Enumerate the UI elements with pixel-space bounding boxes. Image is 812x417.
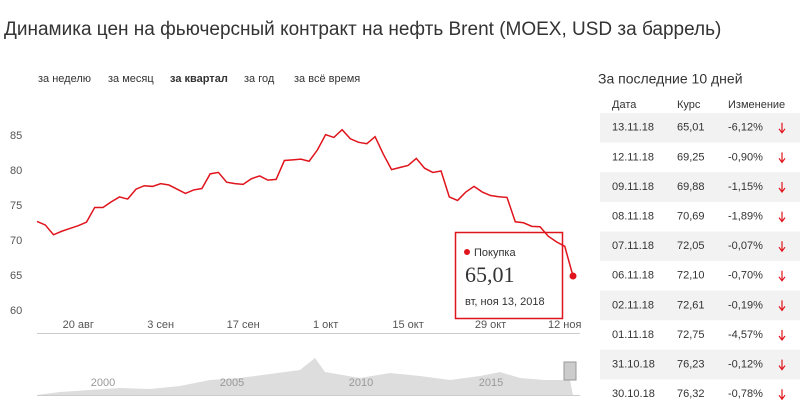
down-arrow — [778, 122, 786, 134]
table-cell: 72,75 — [677, 329, 705, 341]
table-cell: -4,57% — [728, 329, 763, 341]
table-cell: 30.10.18 — [612, 388, 655, 400]
down-arrow — [778, 241, 786, 253]
table-cell: 12.11.18 — [612, 151, 654, 163]
navigator-year: 2015 — [479, 377, 503, 389]
x-tick-label: 15 окт — [392, 319, 423, 331]
table-cell: -6,12% — [728, 122, 763, 134]
y-tick-label: 85 — [10, 130, 22, 142]
last-point — [569, 272, 577, 280]
navigator-year: 2000 — [91, 377, 115, 389]
x-tick-label: 17 сен — [227, 319, 260, 331]
table-header: Изменение — [728, 99, 785, 111]
x-tick-label: 29 окт — [475, 319, 506, 331]
table-cell: 72,61 — [677, 299, 705, 311]
table-cell: -0,19% — [728, 299, 763, 311]
down-arrow — [778, 359, 786, 371]
table-cell: 70,69 — [677, 211, 705, 223]
tooltip-value: 65,01 — [465, 262, 515, 287]
price-line — [36, 128, 574, 277]
tooltip-box — [454, 231, 564, 320]
down-arrow — [778, 270, 786, 282]
table-cell: 76,23 — [677, 359, 705, 371]
table-header: Курс — [677, 99, 701, 111]
y-tick-label: 60 — [10, 305, 22, 317]
table-cell: 69,25 — [677, 151, 705, 163]
row-bg — [600, 231, 800, 261]
table-cell: 08.11.18 — [612, 211, 654, 223]
x-tick-label: 12 ноя — [548, 319, 581, 331]
table-cell: 65,01 — [677, 122, 705, 134]
range-tab[interactable]: за квартал — [170, 73, 228, 85]
down-arrow — [778, 389, 786, 401]
table-cell: 76,32 — [677, 388, 705, 400]
x-tick-label: 20 авг — [63, 319, 94, 331]
table-cell: 09.11.18 — [612, 181, 654, 193]
table-cell: 31.10.18 — [612, 359, 655, 371]
table-cell: -1,89% — [728, 211, 763, 223]
tooltip-dot — [464, 249, 470, 255]
table-cell: 01.11.18 — [612, 329, 654, 341]
table-header: Дата — [612, 99, 637, 111]
range-tab[interactable]: за месяц — [108, 73, 154, 85]
table-cell: -0,07% — [728, 240, 763, 252]
x-tick-label: 3 сен — [147, 319, 174, 331]
table-cell: 72,05 — [677, 240, 705, 252]
down-arrow — [778, 182, 786, 193]
range-tab[interactable]: за неделю — [38, 73, 91, 85]
down-arrow — [778, 211, 786, 223]
navigator-year: 2005 — [220, 377, 244, 389]
down-arrow — [778, 300, 786, 312]
y-tick-label: 65 — [10, 270, 22, 282]
table-cell: -0,70% — [728, 270, 763, 282]
y-tick-label: 75 — [10, 200, 22, 212]
navigator-handle[interactable] — [563, 361, 577, 381]
table-cell: -0,78% — [728, 388, 763, 400]
page-title: Динамика цен на фьючерсный контракт на н… — [4, 19, 721, 40]
row-bg — [600, 290, 800, 321]
table-cell: 72,10 — [677, 270, 705, 282]
table-cell: 13.11.18 — [612, 122, 654, 134]
table-cell: 69,88 — [677, 181, 705, 193]
table-title: За последние 10 дней — [598, 71, 743, 87]
range-tab[interactable]: за год — [244, 73, 275, 85]
y-tick-label: 70 — [10, 235, 22, 247]
navigator-year: 2010 — [349, 377, 373, 389]
row-bg — [600, 172, 800, 202]
table-cell: 06.11.18 — [612, 270, 654, 282]
table-cell: -0,12% — [728, 359, 763, 371]
y-tick-label: 80 — [10, 165, 22, 177]
row-bg — [600, 349, 800, 380]
table-cell: 07.11.18 — [612, 240, 654, 252]
tooltip-label: Покупка — [474, 247, 516, 259]
navigator-area — [37, 358, 573, 395]
range-tab[interactable]: за всё время — [294, 73, 360, 85]
table-cell: 02.11.18 — [612, 299, 654, 311]
table-cell: -1,15% — [728, 181, 763, 193]
table-cell: -0,90% — [728, 151, 763, 163]
x-tick-label: 1 окт — [313, 319, 338, 331]
tooltip-date: вт, ноя 13, 2018 — [465, 296, 545, 308]
down-arrow — [778, 330, 786, 341]
row-bg — [600, 113, 800, 143]
down-arrow — [778, 152, 786, 164]
